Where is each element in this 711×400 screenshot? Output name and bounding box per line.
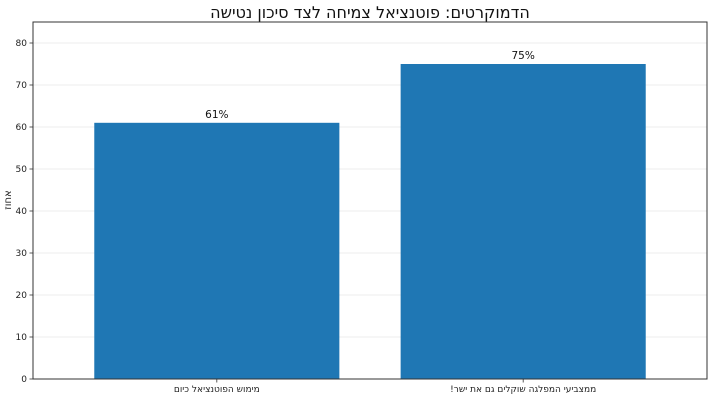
- x-axis-ticks: מימוש הפוטנציאל כיום ממצביעי המפלגה שוקלי…: [174, 379, 596, 395]
- x-tick-label: מימוש הפוטנציאל כיום: [174, 385, 260, 395]
- y-tick-label: 60: [16, 123, 28, 133]
- y-tick-label: 20: [16, 291, 28, 301]
- y-tick-label: 0: [21, 375, 27, 385]
- y-tick-label: 40: [16, 207, 28, 217]
- bar-value-label: 61%: [205, 109, 228, 121]
- y-axis-label: אחוז: [3, 190, 14, 209]
- data-labels: 61% 75%: [205, 50, 535, 121]
- y-tick-label: 10: [16, 333, 28, 343]
- y-tick-label: 50: [16, 165, 28, 175]
- x-tick-label: ממצביעי המפלגה שוקלים גם את ישר!: [450, 385, 596, 395]
- y-tick-label: 70: [16, 81, 28, 91]
- bars: [94, 64, 646, 380]
- plot-frame: [32, 21, 708, 380]
- y-axis-ticks: 0 10 20 30 40 50 60 70 80: [16, 39, 33, 385]
- bar: [94, 122, 340, 380]
- bar-value-label: 75%: [512, 50, 535, 62]
- y-tick-label: 80: [16, 39, 28, 49]
- y-tick-label: 30: [16, 249, 28, 259]
- chart-title: הדמוקרטים: פוטנציאל צמיחה לצד סיכון נטיש…: [210, 3, 530, 22]
- bar: [400, 64, 646, 379]
